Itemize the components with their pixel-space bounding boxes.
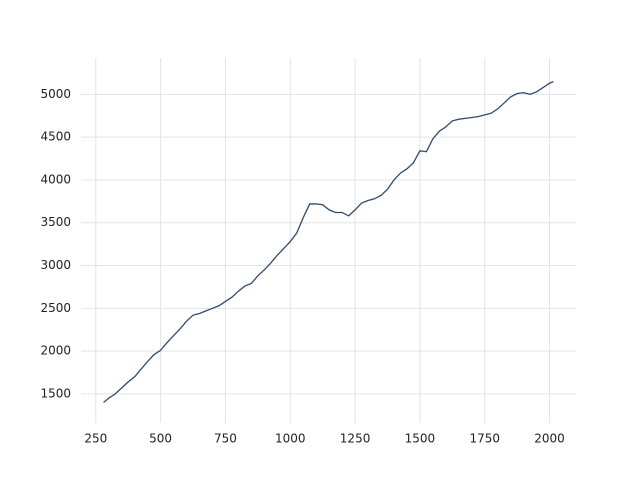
x-tick-label: 750 (214, 432, 237, 446)
y-tick-label: 3000 (40, 258, 71, 272)
x-tick-label: 1500 (405, 432, 436, 446)
y-tick-label: 2500 (40, 301, 71, 315)
x-tick-label: 1000 (275, 432, 306, 446)
y-tick-label: 2000 (40, 344, 71, 358)
y-tick-label: 5000 (40, 87, 71, 101)
x-tick-label: 250 (84, 432, 107, 446)
data-line (103, 80, 554, 403)
y-tick-label: 4000 (40, 172, 71, 186)
x-tick-label: 500 (149, 432, 172, 446)
y-tick-label: 4500 (40, 130, 71, 144)
y-tick-label: 3500 (40, 215, 71, 229)
x-tick-label: 2000 (534, 432, 565, 446)
x-tick-label: 1250 (340, 432, 371, 446)
x-tick-label: 1750 (469, 432, 500, 446)
y-tick-label: 1500 (40, 386, 71, 400)
